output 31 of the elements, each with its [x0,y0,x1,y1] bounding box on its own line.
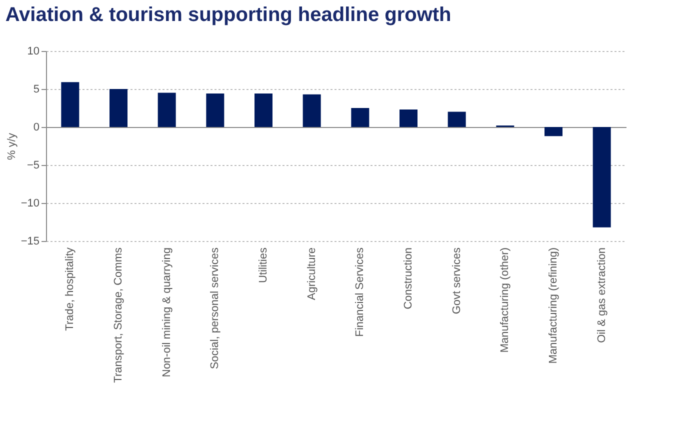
bar [158,92,176,127]
x-tick-label: Manufacturing (refining) [548,248,560,364]
bar [544,127,562,136]
x-tick-label: Trade, hospitality [64,247,76,331]
x-tick-label: Oil & gas extraction [596,248,608,343]
x-tick-label: Utilities [258,247,270,283]
chart-title: Aviation & tourism supporting headline growth [5,4,452,26]
x-tick-label: Social, personal services [209,247,222,370]
bar [592,127,611,228]
y-tick-label: −15 [20,236,40,248]
x-tick-label: Non-oil mining & quarrying [160,248,173,378]
y-tick-label: −10 [20,198,40,210]
bar [400,110,418,127]
bar [351,108,370,127]
x-tick-label: Transport, Storage, Comms [112,247,124,383]
x-tick-label: Construction [402,248,414,310]
bar [302,94,321,127]
y-tick-label: 0 [33,122,40,134]
x-tick-label: Manufacturing (other) [499,248,512,353]
bar [110,89,128,127]
bar [254,94,272,127]
y-tick-label: 5 [33,84,40,96]
y-tick-label: 10 [27,46,40,58]
bar [206,94,224,127]
y-tick-label: −5 [26,160,40,172]
bar [448,112,466,127]
x-tick-label: Agriculture [306,248,318,300]
x-tick-label: Financial Services [354,247,366,337]
bar [61,82,80,127]
y-axis-title: % y/y [6,132,18,160]
x-tick-label: Govt services [450,247,463,314]
